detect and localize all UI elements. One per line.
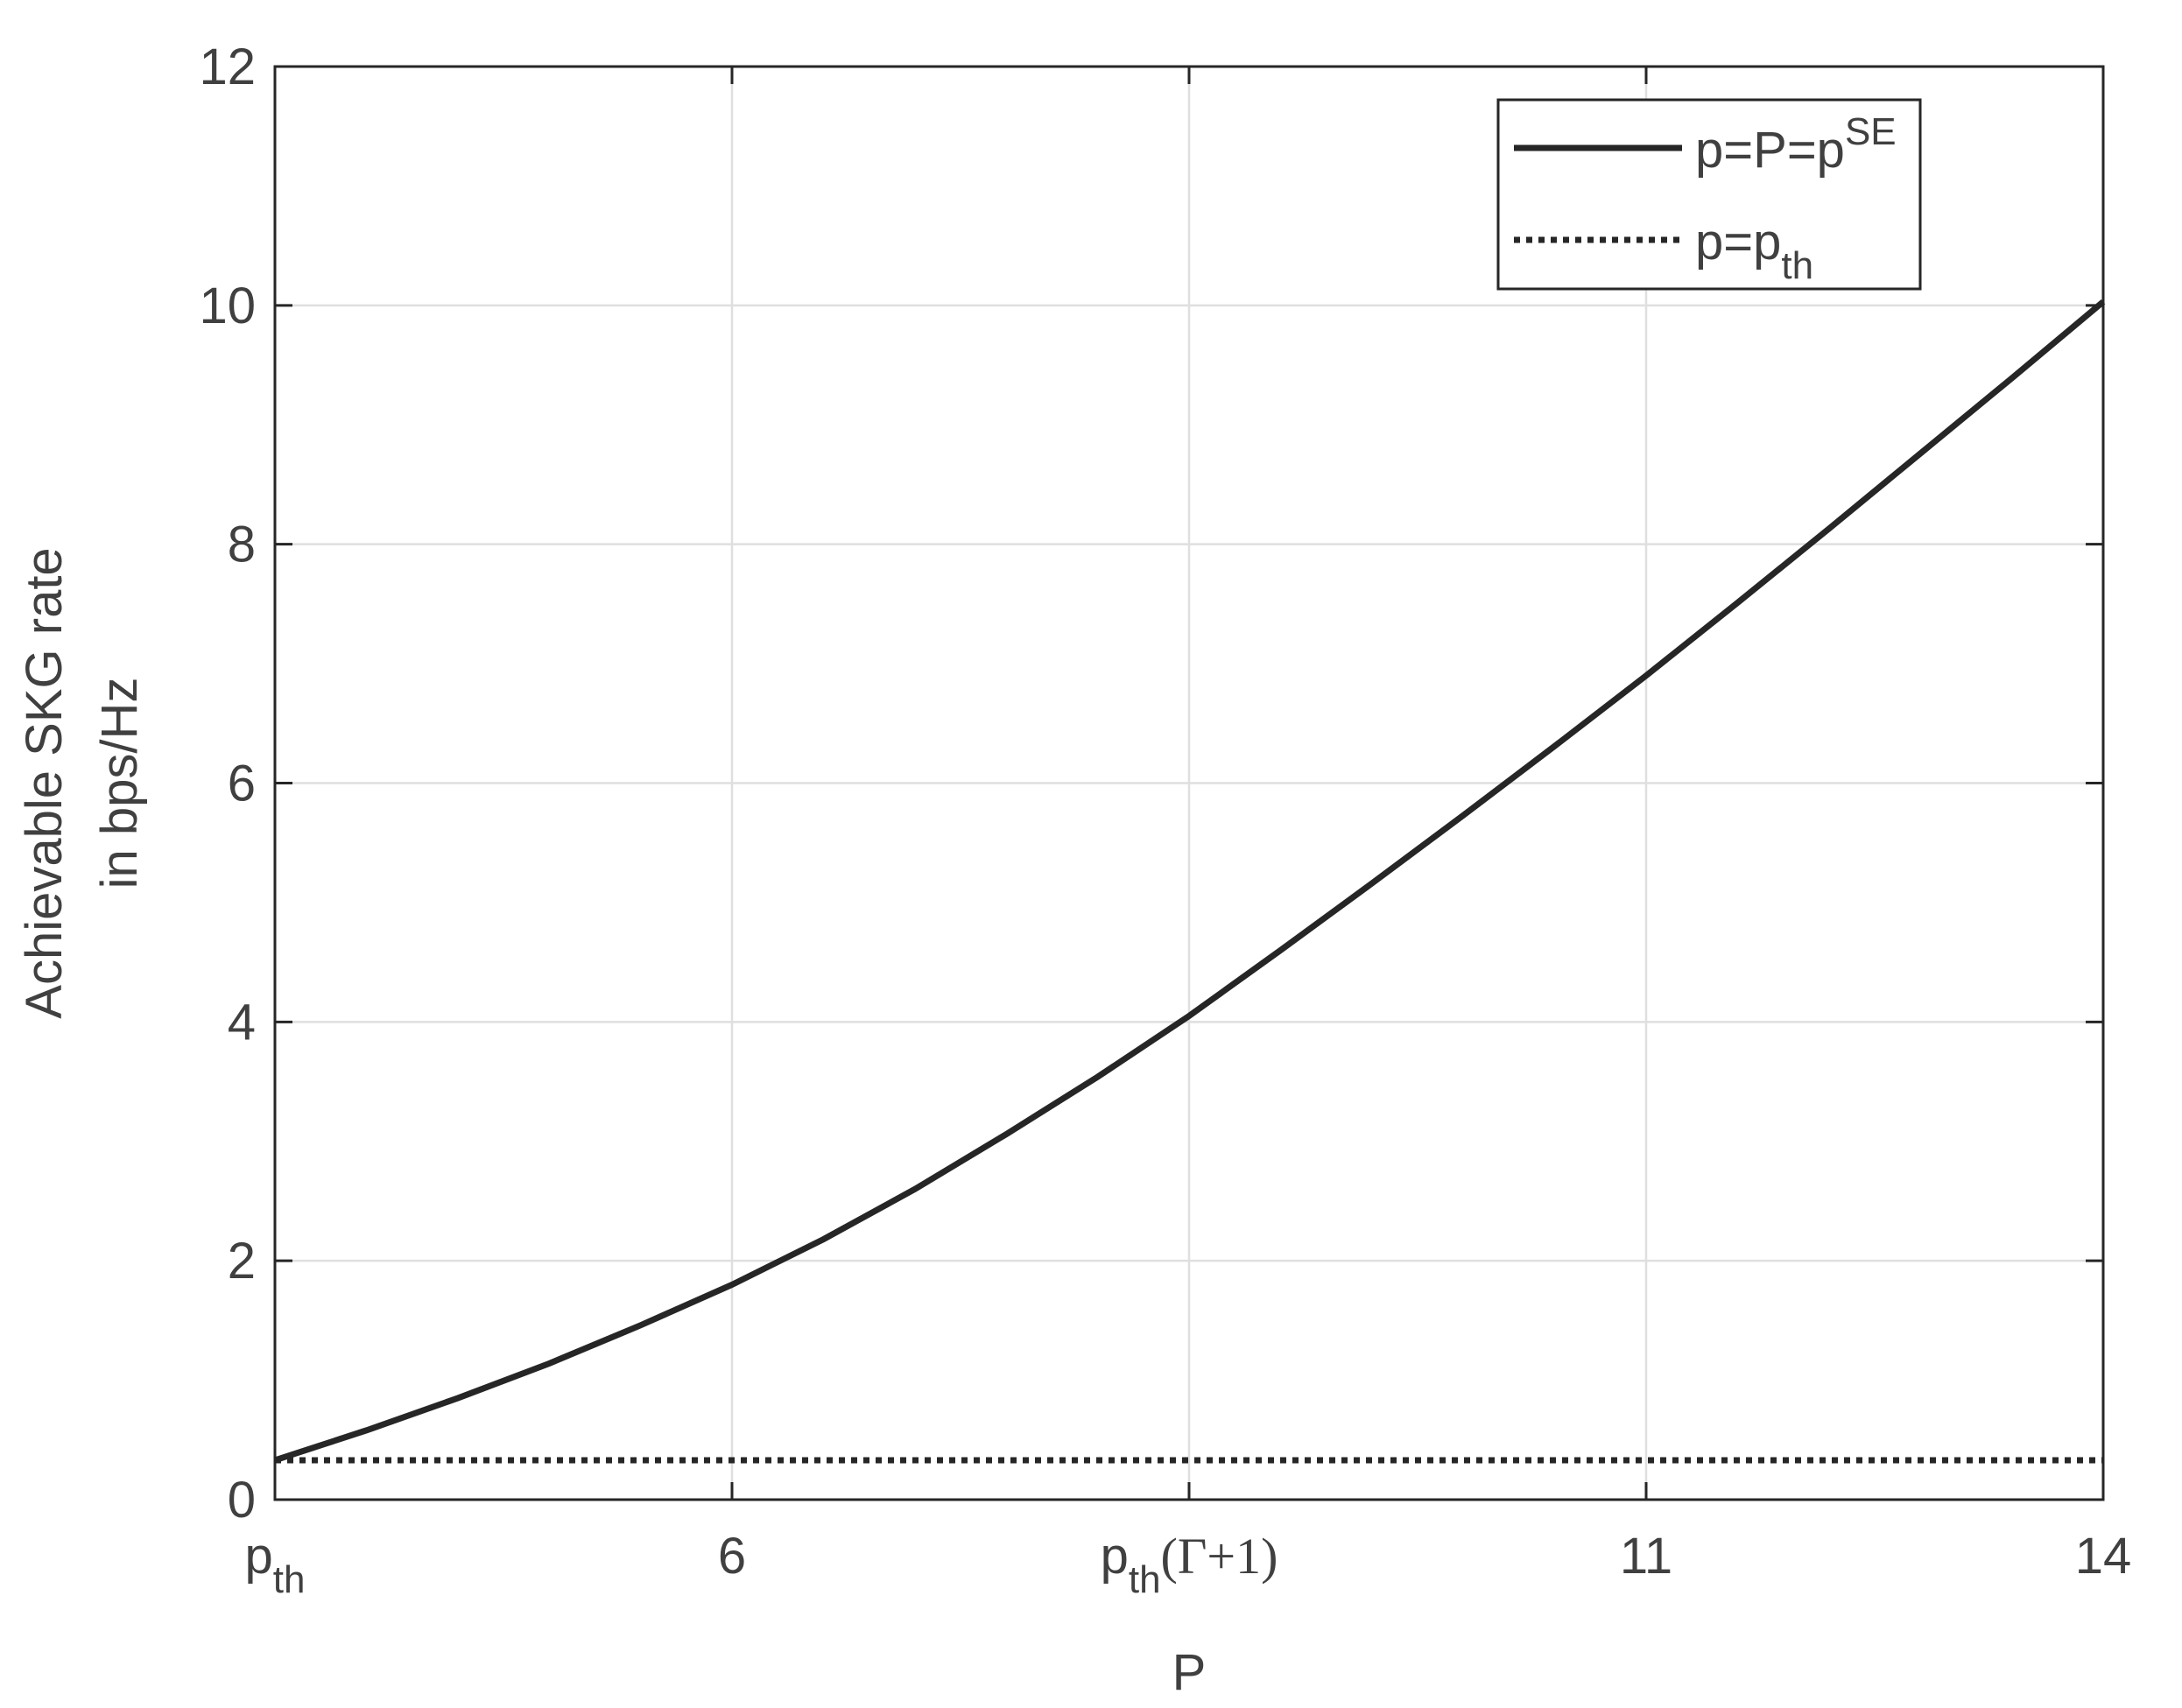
x-tick-label: pth xyxy=(245,1528,306,1601)
text-part: p=P=p xyxy=(1695,122,1845,179)
x-tick-label: 6 xyxy=(718,1528,746,1585)
text-part: th xyxy=(1129,1558,1161,1601)
text-part: p=p xyxy=(1695,214,1781,271)
y-tick-label: 2 xyxy=(228,1233,256,1290)
y-tick-label: 8 xyxy=(228,517,256,573)
text-part: th xyxy=(273,1558,306,1601)
y-tick-label: 4 xyxy=(228,994,256,1051)
text-part: SE xyxy=(1845,110,1897,153)
legend-label: p=pth xyxy=(1695,214,1813,287)
x-tick-label: 11 xyxy=(1620,1528,1672,1585)
text-part: p xyxy=(245,1528,273,1585)
x-tick-label: pth(Γ+1) xyxy=(1101,1528,1278,1601)
y-tick-label: 0 xyxy=(228,1472,256,1529)
text-part: th xyxy=(1781,244,1813,287)
text-part: p xyxy=(1101,1528,1129,1585)
text-part: (Γ+1) xyxy=(1161,1528,1278,1585)
legend-box xyxy=(1496,98,1922,291)
y-tick-label: 10 xyxy=(199,278,256,334)
y-tick-label: 6 xyxy=(228,756,256,812)
legend-label: p=P=pSE xyxy=(1695,110,1897,179)
axes-box xyxy=(273,65,2105,1501)
y-tick-label: 12 xyxy=(199,39,256,95)
x-axis-label: P xyxy=(1172,1644,1207,1701)
y-axis-label: in bps/Hz xyxy=(91,678,148,889)
y-axis-label: Achievable SKG rate xyxy=(16,547,73,1018)
x-tick-label: 14 xyxy=(2075,1528,2132,1585)
line-series xyxy=(273,299,2106,1464)
